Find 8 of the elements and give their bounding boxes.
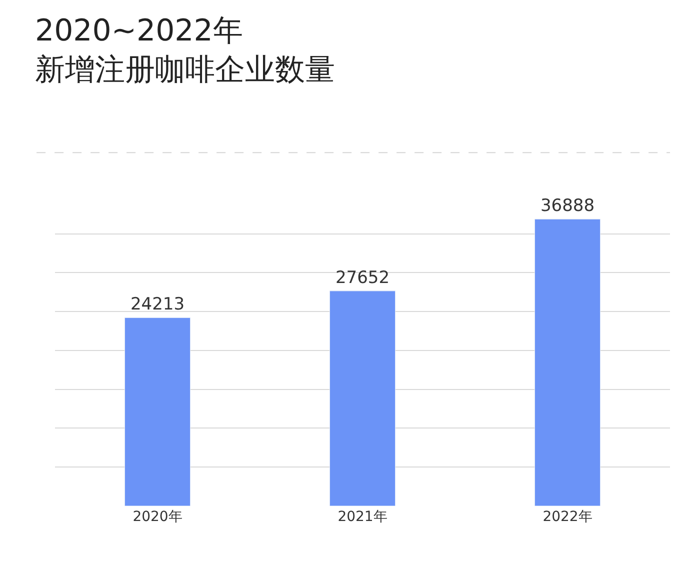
x-tick-label: 2021年 <box>338 509 388 525</box>
chart-title: 2020~2022年 <box>35 13 243 48</box>
x-tick-label: 2020年 <box>132 509 182 525</box>
data-label: 36888 <box>540 196 595 216</box>
data-label: 27652 <box>335 268 390 288</box>
x-tick-label: 2022年 <box>542 509 592 525</box>
chart-subtitle: 新增注册咖啡企业数量 <box>35 52 335 88</box>
data-label: 24213 <box>130 294 185 315</box>
